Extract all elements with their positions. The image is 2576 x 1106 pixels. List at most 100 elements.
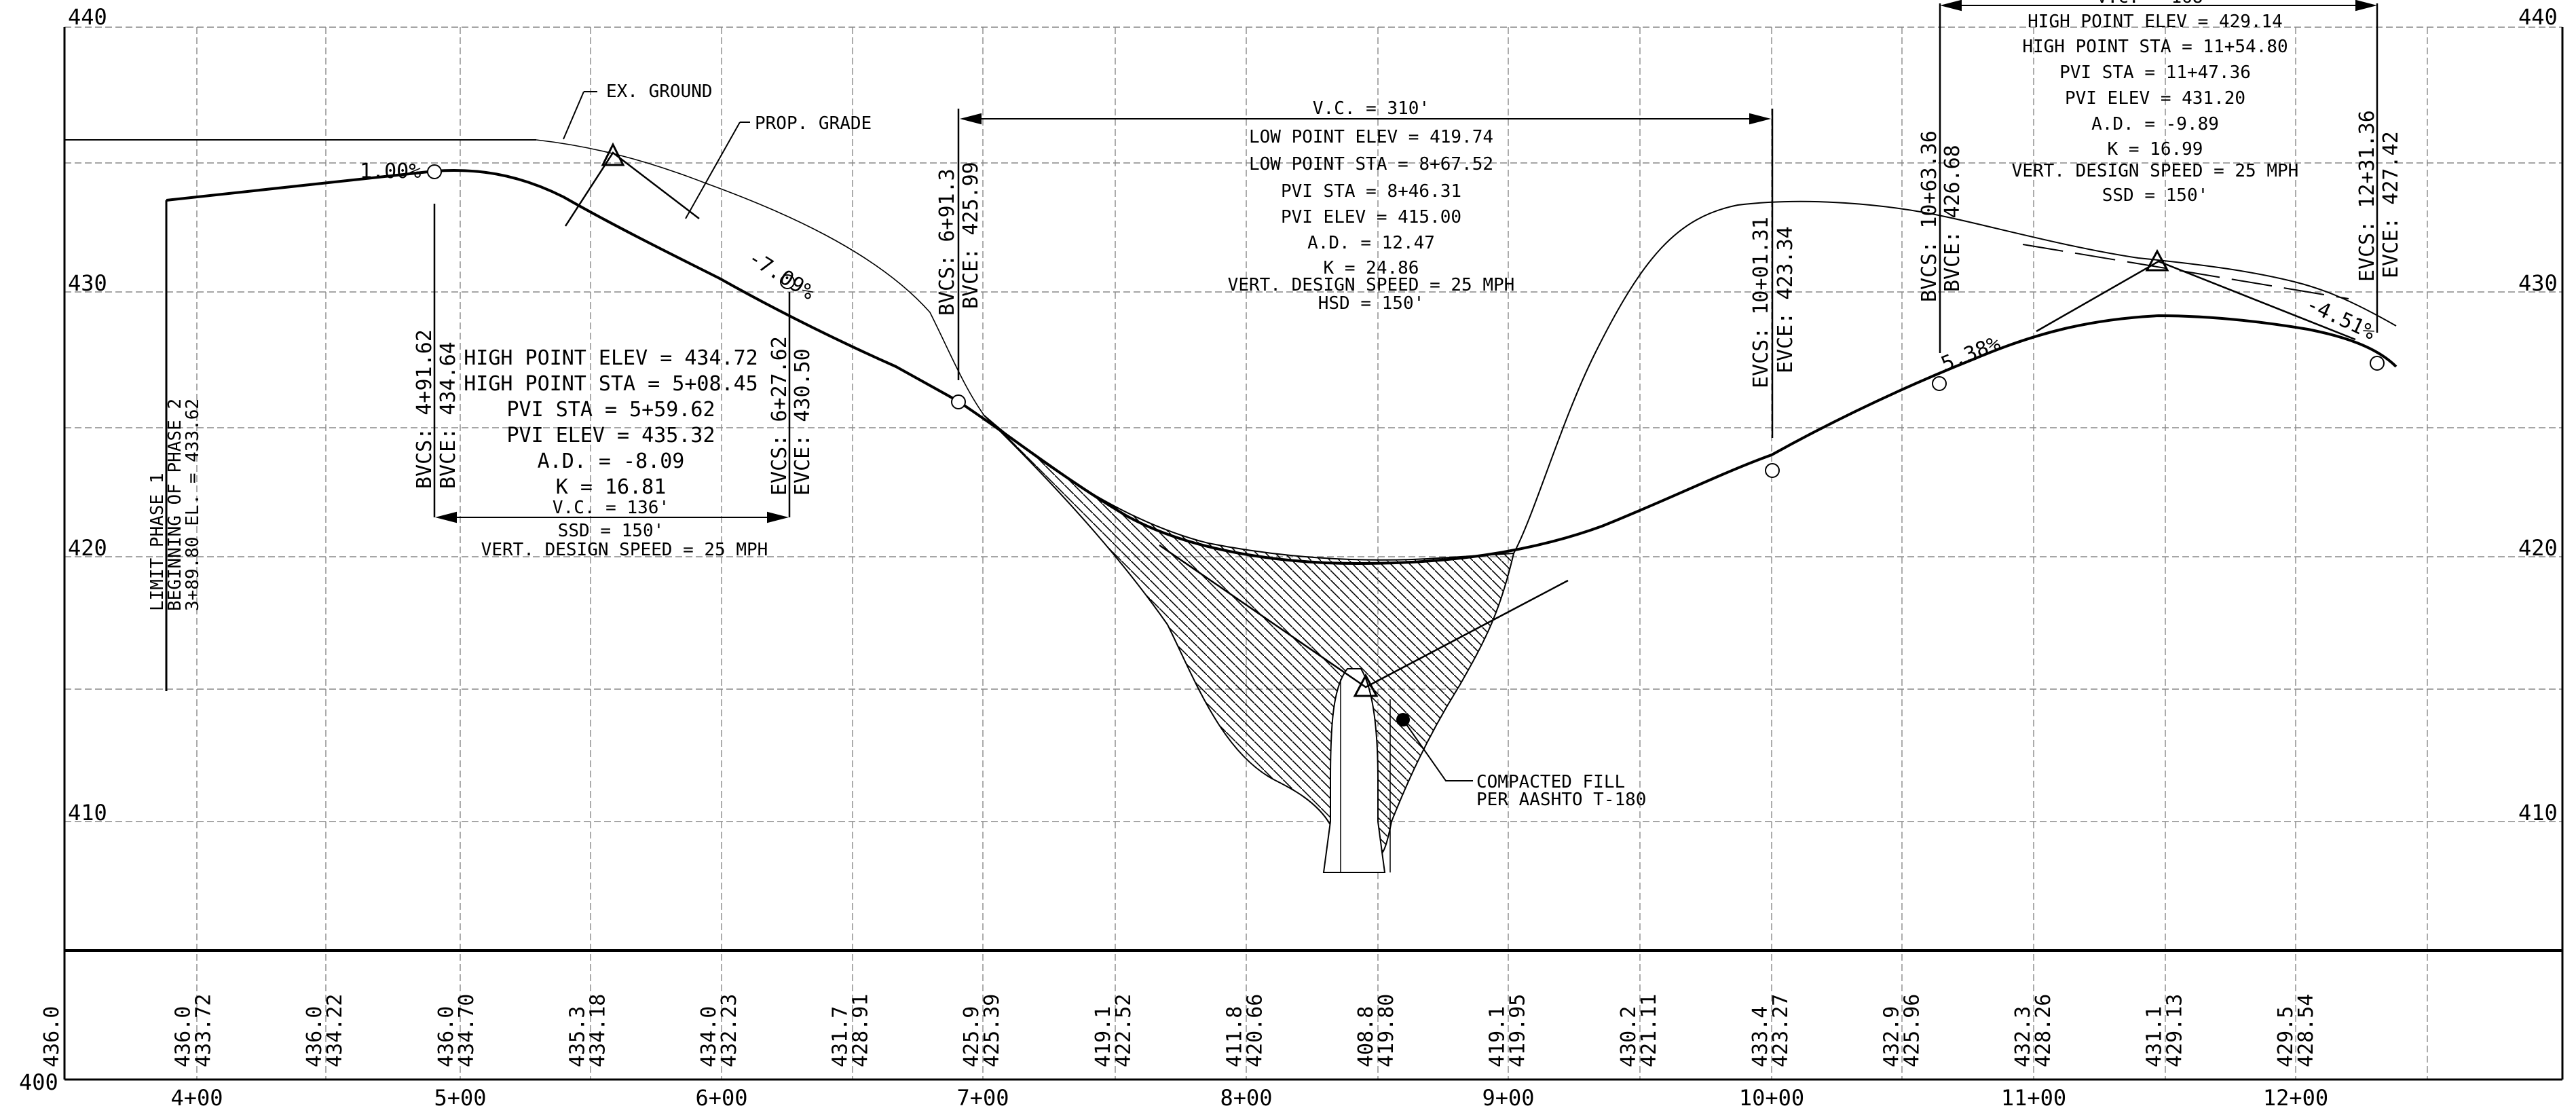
curve-3-bvcs: BVCS: 10+63.36 bbox=[1918, 130, 1941, 302]
finish-grade-elev-10: 419.80 bbox=[1375, 994, 1398, 1067]
curve-1-line-4: A.D. = -8.09 bbox=[538, 449, 685, 473]
curve-1-line-5: K = 16.81 bbox=[556, 475, 667, 499]
curve-2-line-7: VERT. DESIGN SPEED = 25 MPH bbox=[1228, 275, 1515, 295]
curve-3-line-2: HIGH POINT STA = 11+54.80 bbox=[2022, 37, 2288, 57]
curve-1-bvcs: BVCS: 4+91.62 bbox=[413, 329, 436, 489]
curve-3-line-6: K = 16.99 bbox=[2108, 139, 2203, 160]
curve-2-line-4: PVI ELEV = 415.00 bbox=[1281, 207, 1461, 227]
curve-3-line-8: SSD = 150' bbox=[2102, 185, 2209, 206]
existing-elev-2: 436.0 bbox=[303, 1006, 326, 1067]
curve-3-line-7: VERT. DESIGN SPEED = 25 MPH bbox=[2012, 161, 2299, 181]
finish-grade-elev-7: 425.39 bbox=[980, 994, 1004, 1067]
limit-phase-1-label: LIMIT PHASE 1 bbox=[147, 473, 168, 612]
pvi-triangle-3 bbox=[2145, 248, 2169, 272]
curve-3-line-0: V.C. = 168' bbox=[2097, 0, 2214, 7]
station-label-9: 9+00 bbox=[1482, 1085, 1534, 1106]
station-label-10: 10+00 bbox=[1739, 1085, 1804, 1106]
station-label-6: 6+00 bbox=[695, 1085, 747, 1106]
curve-1-line-7: SSD = 150' bbox=[558, 521, 665, 541]
station-marker-lines bbox=[433, 3, 2378, 517]
curve-1-line-0: HIGH POINT ELEV = 434.72 bbox=[464, 346, 758, 370]
curve-3-info: V.C. = 168' HIGH POINT ELEV = 429.14 HIG… bbox=[2012, 0, 2299, 206]
curve-3-evcs: EVCS: 12+31.36 bbox=[2355, 110, 2379, 282]
finish-grade-elev-5: 432.23 bbox=[717, 994, 741, 1067]
curve-3-line-5: A.D. = -9.89 bbox=[2091, 114, 2219, 134]
pipe-outline bbox=[1322, 668, 1386, 873]
curve-points bbox=[427, 164, 2385, 478]
limit-phase-labels: LIMIT PHASE 1 BEGINNING OF PHASE 2 3+89.… bbox=[147, 399, 203, 611]
prop-grade-label: PROP. GRADE bbox=[755, 113, 872, 134]
finish-grade-elev-3: 434.70 bbox=[455, 994, 479, 1067]
frame bbox=[63, 27, 2564, 1081]
elevation-axis: 440 430 420 410 400 440 430 420 410 bbox=[19, 4, 2558, 1095]
station-label-8: 8+00 bbox=[1220, 1085, 1272, 1106]
finish-grade-elev-17: 428.54 bbox=[2294, 994, 2318, 1067]
limit-station-label: 3+89.80 EL. = 433.62 bbox=[183, 399, 203, 611]
finish-grade-elev-8: 422.52 bbox=[1112, 994, 1136, 1067]
grade-label-3: 5.38% bbox=[1938, 331, 2004, 376]
curve-3-evce: EVCE: 427.42 bbox=[2379, 131, 2403, 278]
station-label-11: 11+00 bbox=[2001, 1085, 2066, 1106]
tangent-lines bbox=[564, 151, 2356, 688]
curve-1-evce: EVCE: 430.50 bbox=[791, 348, 815, 496]
station-axis: 4+00 5+00 6+00 7+00 8+00 9+00 10+00 11+0… bbox=[170, 1085, 2328, 1106]
station-label-12: 12+00 bbox=[2263, 1085, 2328, 1106]
finish-grade-elev-15: 428.26 bbox=[2032, 994, 2055, 1067]
curve-3-line-1: HIGH POINT ELEV = 429.14 bbox=[2028, 12, 2283, 32]
finish-grade-elev-4: 434.18 bbox=[586, 994, 610, 1067]
finish-grade-elev-11: 419.95 bbox=[1506, 994, 1530, 1067]
existing-elev-7: 425.9 bbox=[960, 1006, 984, 1067]
curve-1-evcs: EVCS: 6+27.62 bbox=[768, 336, 791, 496]
grade-label-1: 1.00% bbox=[360, 160, 421, 183]
leader-lines bbox=[563, 91, 1473, 781]
curve-2-line-1: LOW POINT ELEV = 419.74 bbox=[1249, 127, 1493, 147]
curve-2-bvcs: BVCS: 6+91.3 bbox=[935, 168, 959, 316]
existing-elev-17: 429.5 bbox=[2274, 1006, 2298, 1067]
curve-2-line-8: HSD = 150' bbox=[1318, 293, 1425, 314]
existing-elev-4: 435.3 bbox=[565, 1006, 589, 1067]
elev-label-420-left: 420 bbox=[68, 535, 107, 561]
curve-2-bvce: BVCE: 425.99 bbox=[959, 162, 983, 309]
elev-label-420-right: 420 bbox=[2518, 535, 2558, 561]
curve-2-evce: EVCE: 423.34 bbox=[1774, 226, 1797, 373]
compacted-fill-label-2: PER AASHTO T-180 bbox=[1476, 790, 1646, 810]
curve-2-line-3: PVI STA = 8+46.31 bbox=[1281, 181, 1461, 202]
grade-label-2: -7.09% bbox=[744, 246, 819, 305]
finish-grade-elev-16: 429.13 bbox=[2163, 994, 2187, 1067]
station-label-5: 5+00 bbox=[434, 1085, 486, 1106]
dimension-lines bbox=[435, 0, 2377, 523]
existing-elev-6: 431.7 bbox=[829, 1006, 853, 1067]
finish-grade-elev-13: 423.27 bbox=[1769, 994, 1793, 1067]
existing-elev-12: 430.2 bbox=[1617, 1006, 1641, 1067]
existing-elev-9: 411.8 bbox=[1222, 1006, 1246, 1067]
curve-2-line-5: A.D. = 12.47 bbox=[1307, 233, 1435, 253]
beginning-phase-2-label: BEGINNING OF PHASE 2 bbox=[165, 399, 185, 611]
curve-3-line-4: PVI ELEV = 431.20 bbox=[2065, 88, 2245, 109]
pvi-markers bbox=[601, 142, 2169, 697]
curve-1-bvce: BVCE: 434.64 bbox=[436, 342, 460, 489]
curve-1-line-6: V.C. = 136' bbox=[553, 498, 669, 518]
existing-elev-1: 436.0 bbox=[172, 1006, 195, 1067]
existing-elev-0: 436.0 bbox=[40, 1006, 64, 1067]
elev-label-440-right: 440 bbox=[2518, 4, 2558, 30]
finish-grade-elev-2: 434.22 bbox=[323, 994, 347, 1067]
elev-label-400-left: 400 bbox=[19, 1069, 58, 1095]
pvi-triangle-1 bbox=[601, 142, 625, 166]
elev-label-430-right: 430 bbox=[2518, 270, 2558, 296]
elev-label-440-left: 440 bbox=[68, 4, 107, 30]
elev-label-410-right: 410 bbox=[2518, 800, 2558, 826]
proposed-grade bbox=[166, 169, 2397, 566]
existing-elev-15: 432.3 bbox=[2011, 1006, 2035, 1067]
curve-3-line-3: PVI STA = 11+47.36 bbox=[2059, 62, 2251, 83]
pvi-triangle-2 bbox=[1353, 673, 1379, 697]
curve-1-line-8: VERT. DESIGN SPEED = 25 MPH bbox=[481, 540, 768, 560]
station-label-7: 7+00 bbox=[956, 1085, 1009, 1106]
existing-elev-11: 419.1 bbox=[1486, 1006, 1510, 1067]
finish-grade-elev-1: 433.72 bbox=[192, 994, 216, 1067]
existing-elev-14: 432.9 bbox=[1880, 1006, 1903, 1067]
existing-elev-13: 433.4 bbox=[1749, 1006, 1772, 1067]
curve-1-line-3: PVI ELEV = 435.32 bbox=[506, 424, 715, 447]
grid bbox=[64, 26, 2562, 1080]
